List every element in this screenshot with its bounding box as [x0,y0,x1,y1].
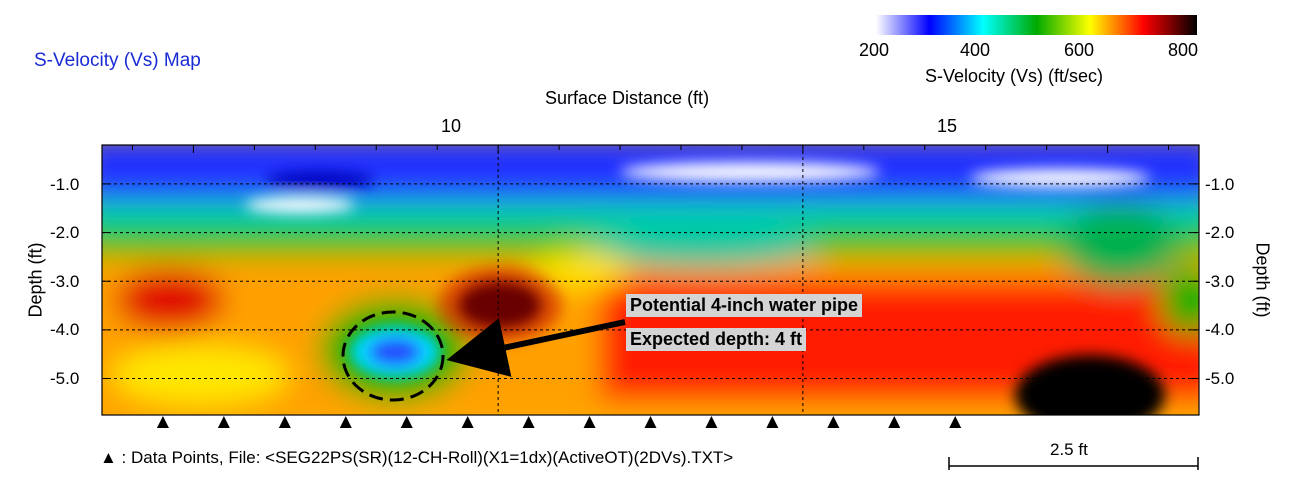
y-tick-label-left: -3.0 [50,272,80,291]
colorbar-tick-label: 200 [859,40,890,60]
y-tick-label-left: -2.0 [50,223,80,242]
data-point-marker [217,416,230,428]
y-tick-label-left: -5.0 [50,369,80,388]
data-point-marker [522,416,535,428]
dark-blue-left [265,171,375,189]
green-mid-blob [580,223,820,267]
green-right-low [1160,265,1199,335]
scale-bar-label: 2.5 ft [1050,440,1088,459]
y-axis-title-left: Depth (ft) [25,242,46,318]
annotation-line-1: Potential 4-inch water pipe [626,294,863,317]
axis-ticks [102,145,1199,380]
red-ring-mid [438,267,562,343]
data-point-marker [888,416,901,428]
data-points-footer: ▲ : Data Points, File: <SEG22PS(SR)(12-C… [100,448,734,467]
y-axis-title-right: Depth (ft) [1252,242,1273,318]
pipe-anomaly-blue [369,338,421,366]
yellow-left-low [110,345,290,405]
target-circle [341,310,445,402]
y-tick-label-right: -1.0 [1205,175,1235,194]
data-point-marker [461,416,474,428]
map-title: S-Velocity (Vs) Map [34,50,201,71]
colorbar-tick-label: 800 [1168,40,1199,60]
data-point-marker [827,416,840,428]
y-tick-label-left: -1.0 [50,175,80,194]
data-point-marker [400,416,413,428]
y-tick-label-right: -3.0 [1205,272,1235,291]
y-tick-label-right: -4.0 [1205,320,1235,339]
y-tick-label-right: -2.0 [1205,223,1235,242]
data-point-markers [156,416,962,428]
data-point-marker [339,416,352,428]
data-point-marker [705,416,718,428]
colorbar-tick-label: 400 [960,40,991,60]
green-right-blob [1060,205,1180,285]
data-point-marker [278,416,291,428]
yellow-mid [530,250,630,290]
white-band-mid [620,162,880,182]
annotation-arrow [446,318,626,377]
x-tick-label: 15 [937,116,958,136]
white-band-right [970,169,1150,187]
grid-lines [102,145,1199,415]
colorbar-tick-label: 600 [1064,40,1095,60]
colorbar [876,15,1197,35]
white-band-left [245,197,355,213]
black-anomaly-right [1015,355,1165,415]
data-point-marker [949,416,962,428]
plot-frame [101,144,1200,416]
heatmap-field [102,145,1199,415]
colorbar-title: S-Velocity (Vs) (ft/sec) [925,66,1104,86]
x-axis-title: Surface Distance (ft) [545,88,710,108]
x-tick-label: 10 [441,116,462,136]
data-point-marker [766,416,779,428]
y-tick-label-right: -5.0 [1205,369,1235,388]
data-point-marker [156,416,169,428]
data-point-marker [583,416,596,428]
data-point-marker [644,416,657,428]
annotation-line-2: Expected depth: 4 ft [626,328,807,351]
y-tick-label-left: -4.0 [50,320,80,339]
red-left-blob [115,270,225,330]
